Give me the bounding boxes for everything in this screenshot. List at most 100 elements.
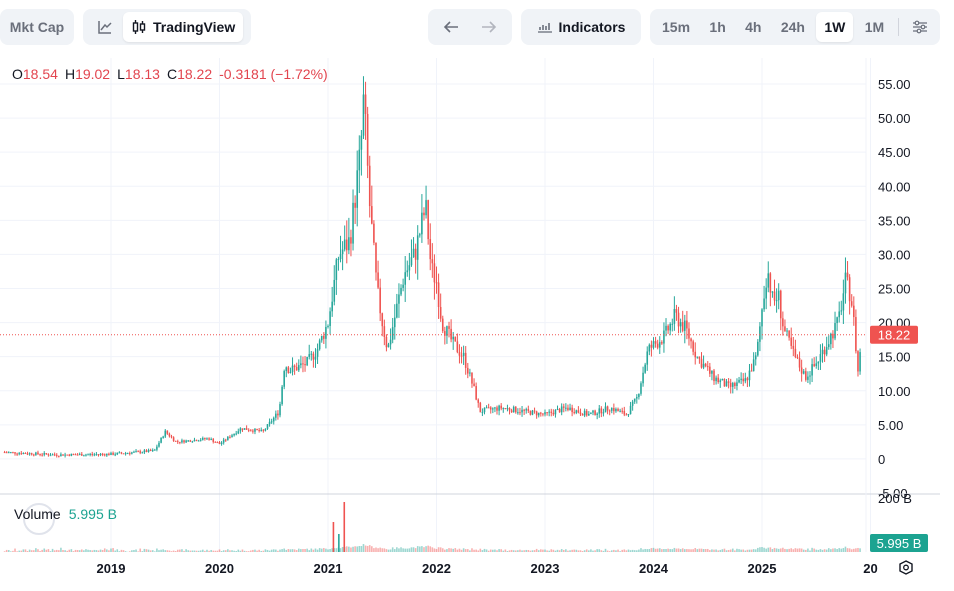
volume-bar	[548, 550, 550, 552]
volume-bar	[469, 550, 471, 552]
candle-body	[642, 372, 644, 384]
candle-body	[379, 287, 381, 314]
volume-bar	[608, 551, 611, 552]
volume-bar	[377, 548, 379, 552]
candle-body	[281, 386, 283, 405]
candle-body	[786, 330, 788, 332]
candle-body	[500, 405, 502, 409]
volume-bar	[156, 548, 158, 552]
candle-body	[208, 438, 210, 440]
volume-bar	[300, 549, 302, 552]
volume-bar	[844, 546, 847, 552]
volume-bar	[151, 550, 154, 552]
candle-body	[377, 272, 379, 288]
candle-body	[658, 342, 661, 348]
interval-15m[interactable]: 15m	[662, 19, 691, 35]
back-button[interactable]	[435, 12, 467, 42]
interval-4h[interactable]: 4h	[745, 19, 762, 35]
interval-1h[interactable]: 1h	[709, 19, 726, 35]
volume-bar	[258, 549, 260, 552]
candle-body	[734, 383, 736, 386]
line-chart-button[interactable]	[87, 12, 123, 42]
candle-body	[483, 407, 486, 413]
settings-button[interactable]	[904, 12, 936, 42]
axis-settings-icon[interactable]	[899, 560, 913, 575]
candle-body	[823, 349, 826, 355]
candle-body	[731, 383, 734, 387]
last-price-label: 18.22	[878, 328, 911, 343]
volume-bar	[3, 551, 6, 552]
indicators-button[interactable]: Indicators	[521, 9, 641, 45]
y-tick-label: 15.00	[878, 350, 911, 365]
volume-bar	[450, 548, 452, 552]
tradingview-watermark	[23, 503, 55, 535]
candle-body	[794, 348, 797, 358]
interval-1w[interactable]: 1W	[816, 12, 854, 42]
volume-bar	[573, 549, 576, 552]
volume-bar	[629, 550, 632, 552]
candle-body	[429, 239, 432, 260]
candle-body	[80, 453, 83, 456]
candle-body	[446, 326, 448, 336]
forward-button[interactable]	[473, 12, 505, 42]
candle-body	[836, 317, 838, 324]
volume-bar	[654, 548, 657, 552]
volume-bar	[734, 550, 736, 552]
volume-bar	[262, 550, 265, 552]
volume-bar	[742, 549, 745, 552]
candle-body	[199, 439, 202, 441]
volume-bar	[101, 549, 104, 552]
volume-bar	[721, 549, 724, 552]
candle-body	[410, 257, 413, 266]
volume-bar	[583, 550, 586, 552]
interval-24h[interactable]: 24h	[780, 19, 805, 35]
candle-body	[805, 371, 807, 380]
volume-bar	[782, 547, 784, 552]
tradingview-button[interactable]: TradingView	[123, 12, 244, 42]
volume-bar	[122, 550, 125, 552]
volume-bar	[16, 551, 18, 552]
candle-body	[669, 323, 671, 331]
volume-bar	[154, 551, 156, 552]
volume-bar	[24, 549, 27, 552]
volume-bar	[525, 549, 528, 552]
volume-bar	[141, 551, 144, 552]
volume-bar	[796, 548, 799, 552]
x-tick-label: 2025	[748, 561, 777, 576]
volume-bar	[771, 549, 774, 552]
candle-body	[604, 406, 607, 413]
candle-body	[650, 344, 653, 348]
candle-body	[252, 430, 254, 432]
volume-bar	[717, 550, 719, 552]
candle-body	[704, 363, 707, 367]
candle-body	[675, 308, 678, 313]
candle-body	[834, 323, 836, 339]
volume-bar	[137, 551, 139, 552]
volume-bar	[143, 548, 146, 552]
candle-body	[7, 452, 10, 454]
volume-bar	[460, 549, 463, 552]
volume-bar	[78, 550, 81, 552]
volume-bar	[193, 550, 196, 552]
mkt-cap-button[interactable]: Mkt Cap	[9, 19, 65, 35]
volume-bar	[585, 549, 588, 552]
candle-body	[335, 259, 338, 280]
candle-body	[106, 453, 108, 456]
candle-body	[771, 291, 774, 293]
indicators-inner[interactable]: Indicators	[525, 12, 637, 42]
candle-body	[573, 412, 576, 414]
volume-bar	[552, 549, 555, 552]
candle-body	[293, 365, 296, 367]
volume-bar	[85, 549, 87, 552]
candle-body	[859, 352, 861, 372]
candle-body	[633, 398, 636, 402]
candle-body	[300, 363, 302, 366]
candle-body	[838, 311, 841, 318]
x-tick-label: 20	[863, 561, 877, 576]
volume-bar	[383, 548, 386, 552]
candle-body	[174, 440, 177, 442]
volume-bar	[162, 549, 164, 552]
mkt-cap-toggle[interactable]: Mkt Cap	[0, 9, 74, 45]
interval-1m[interactable]: 1M	[864, 19, 885, 35]
